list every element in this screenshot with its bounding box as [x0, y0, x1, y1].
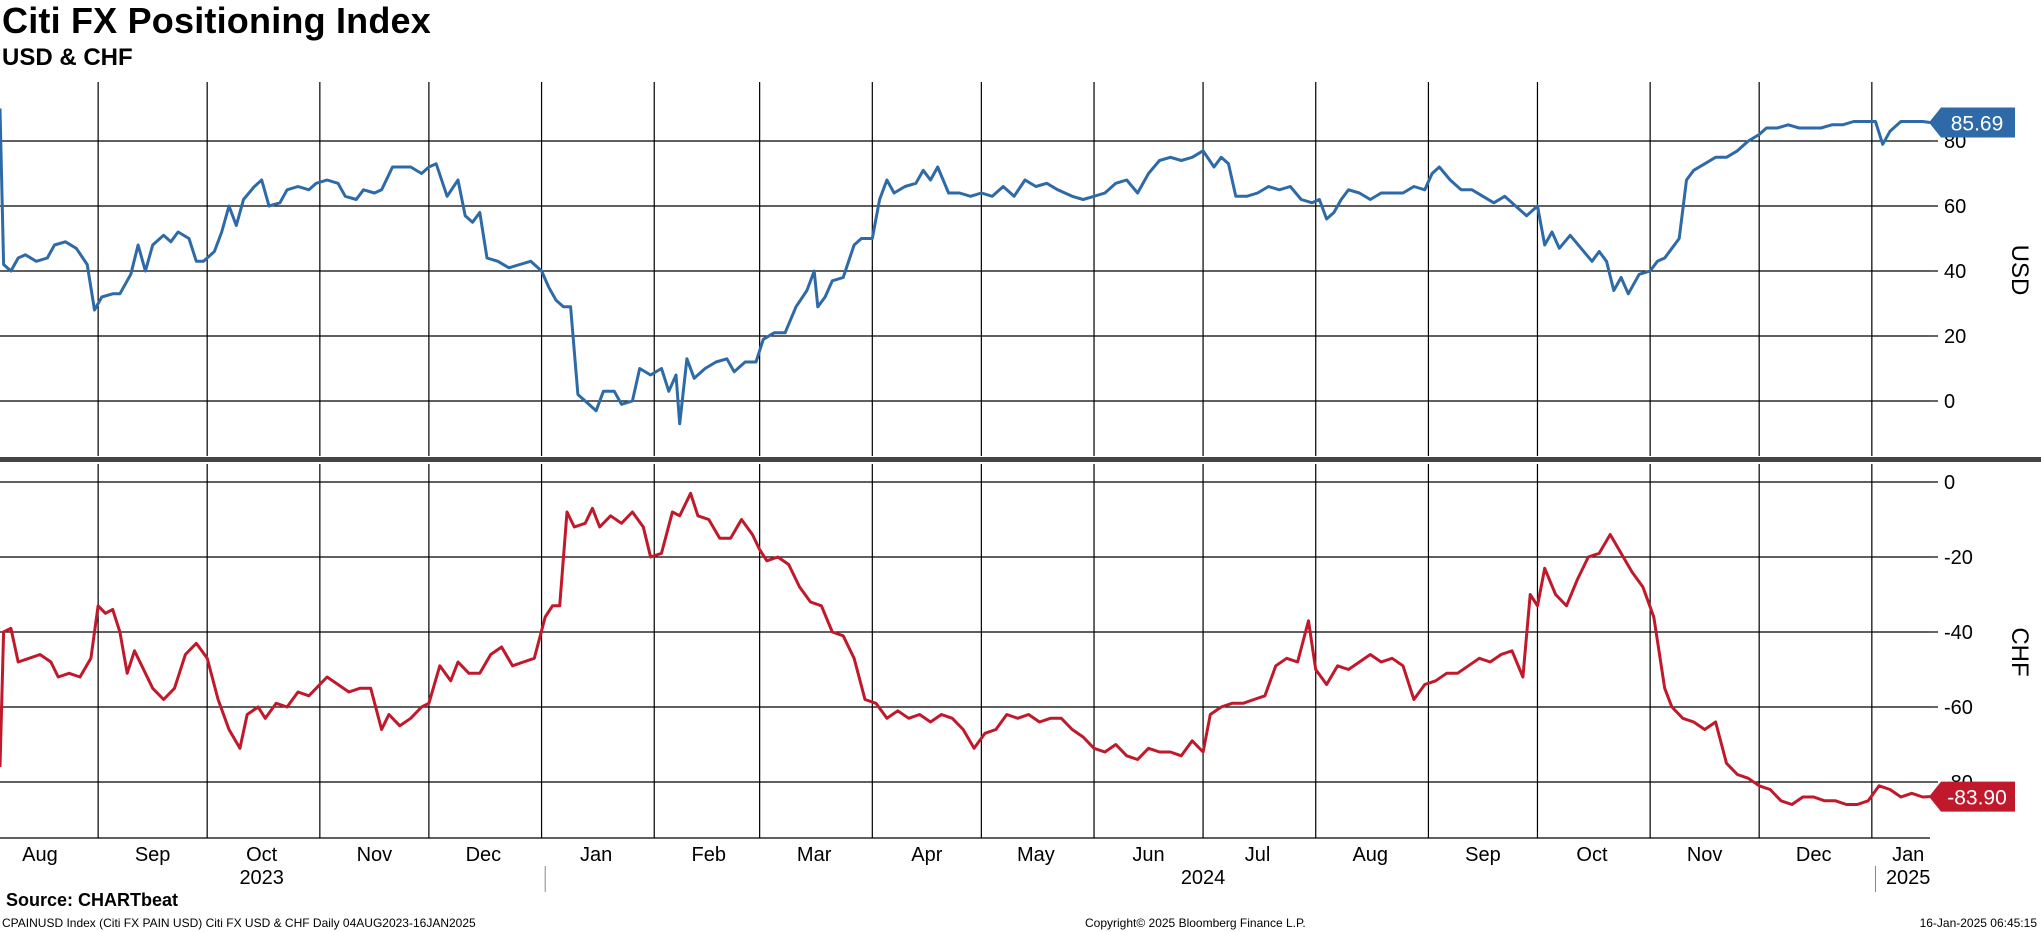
y-axis-title-usd: USD: [2006, 245, 2033, 296]
x-month-label: Jan: [580, 844, 612, 866]
x-year-label: 2025: [1886, 867, 1931, 889]
y-tick-label-usd: 40: [1944, 261, 1966, 283]
ticker-description: CPAINUSD Index (Citi FX PAIN USD) Citi F…: [2, 916, 476, 930]
x-year-label: 2023: [239, 867, 284, 889]
x-month-label: Sep: [1465, 844, 1501, 866]
x-year-label: 2024: [1181, 867, 1226, 889]
y-axis-title-chf: CHF: [2006, 627, 2033, 676]
chf-series-line: [0, 491, 1931, 806]
y-tick-label-chf: 0: [1944, 472, 1955, 494]
x-month-label: Nov: [357, 844, 393, 866]
x-month-label: Apr: [911, 844, 942, 866]
x-month-label: Mar: [797, 844, 832, 866]
panel-divider: [0, 457, 2041, 462]
x-month-label: Dec: [1796, 844, 1832, 866]
y-tick-label-chf: -20: [1944, 547, 1973, 569]
x-month-label: Sep: [135, 844, 171, 866]
x-month-label: Jun: [1132, 844, 1164, 866]
y-tick-label-usd: 0: [1944, 391, 1955, 413]
chart-title: Citi FX Positioning Index: [2, 0, 432, 41]
x-month-label: Oct: [246, 844, 278, 866]
timestamp: 16-Jan-2025 06:45:15: [1919, 916, 2037, 930]
x-month-label: Aug: [1352, 844, 1388, 866]
y-tick-label-chf: -60: [1944, 697, 1973, 719]
x-month-label: May: [1017, 844, 1055, 866]
y-tick-label-chf: -40: [1944, 622, 1973, 644]
x-month-label: Jan: [1892, 844, 1924, 866]
copyright-note: Copyright© 2025 Bloomberg Finance L.P.: [1085, 916, 1306, 930]
usd-last-value-label: 85.69: [1951, 113, 2004, 136]
y-tick-label-usd: 60: [1944, 196, 1966, 218]
chf-last-value-tag: [1929, 781, 2015, 812]
x-month-label: Dec: [466, 844, 502, 866]
usd-last-value-tag: [1929, 107, 2015, 138]
x-month-label: Jul: [1245, 844, 1271, 866]
usd-series-line: [0, 108, 1931, 426]
x-month-label: Aug: [22, 844, 58, 866]
y-tick-label-usd: 20: [1944, 326, 1966, 348]
chart-subtitle: USD & CHF: [2, 44, 133, 71]
x-month-label: Nov: [1687, 844, 1723, 866]
x-month-label: Feb: [692, 844, 726, 866]
source-note: Source: CHARTbeat: [6, 890, 179, 910]
chf-last-value-label: -83.90: [1947, 787, 2007, 810]
x-month-label: Oct: [1576, 844, 1608, 866]
